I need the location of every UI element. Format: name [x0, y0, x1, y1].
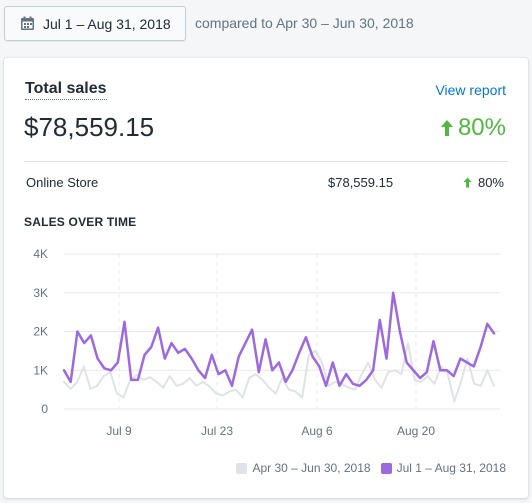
- chart-legend: Apr 30 – Jun 30, 2018 Jul 1 – Aug 31, 20…: [226, 461, 506, 475]
- card-title[interactable]: Total sales: [25, 80, 107, 100]
- breakdown-row: Online Store $78,559.15 80%: [24, 174, 508, 194]
- series-line-current: [62, 291, 496, 388]
- y-tick-label: 2K: [33, 325, 48, 339]
- divider: [24, 161, 508, 162]
- x-tick-label: Aug 20: [397, 424, 435, 438]
- legend-label-previous: Apr 30 – Jun 30, 2018: [252, 461, 371, 475]
- x-tick-label: Jul 23: [201, 424, 233, 438]
- legend-swatch-previous: [236, 462, 248, 474]
- y-tick-label: 0: [41, 402, 48, 416]
- channel-label: Online Store: [26, 175, 99, 190]
- chart-section-label: SALES OVER TIME: [24, 215, 137, 229]
- date-range-button[interactable]: Jul 1 – Aug 31, 2018: [4, 6, 186, 41]
- arrow-up-icon: [463, 177, 472, 188]
- series-line-previous: [63, 342, 495, 403]
- sales-over-time-chart: 0 1K 2K 3K 4K Jul 9 Jul 23 Aug 6 Aug 20: [33, 247, 500, 438]
- total-sales-card: Total sales View report $78,559.15 80% O…: [4, 58, 528, 498]
- channel-change: 80%: [463, 175, 504, 190]
- calendar-icon: [21, 16, 34, 30]
- comparison-text: compared to Apr 30 – Jun 30, 2018: [195, 15, 414, 31]
- legend-current: Jul 1 – Aug 31, 2018: [380, 461, 506, 475]
- total-change-pct: 80%: [457, 114, 506, 141]
- total-sales-value: $78,559.15: [24, 112, 155, 142]
- channel-value: $78,559.15: [328, 175, 394, 190]
- x-tick-label: Aug 6: [301, 424, 333, 438]
- arrow-up-icon: [440, 120, 453, 136]
- channel-change-pct: 80%: [477, 175, 504, 190]
- date-range-label: Jul 1 – Aug 31, 2018: [43, 15, 171, 32]
- total-change: 80%: [439, 114, 506, 142]
- y-tick-label: 4K: [33, 247, 48, 261]
- y-tick-label: 3K: [33, 286, 48, 300]
- legend-swatch-current: [380, 462, 392, 474]
- x-tick-label: Jul 9: [106, 424, 132, 438]
- y-tick-label: 1K: [33, 363, 48, 377]
- view-report-link[interactable]: View report: [435, 82, 506, 98]
- report-toolbar: Jul 1 – Aug 31, 2018 compared to Apr 30 …: [0, 0, 532, 50]
- legend-label-current: Jul 1 – Aug 31, 2018: [396, 461, 506, 475]
- legend-previous: Apr 30 – Jun 30, 2018: [236, 461, 371, 475]
